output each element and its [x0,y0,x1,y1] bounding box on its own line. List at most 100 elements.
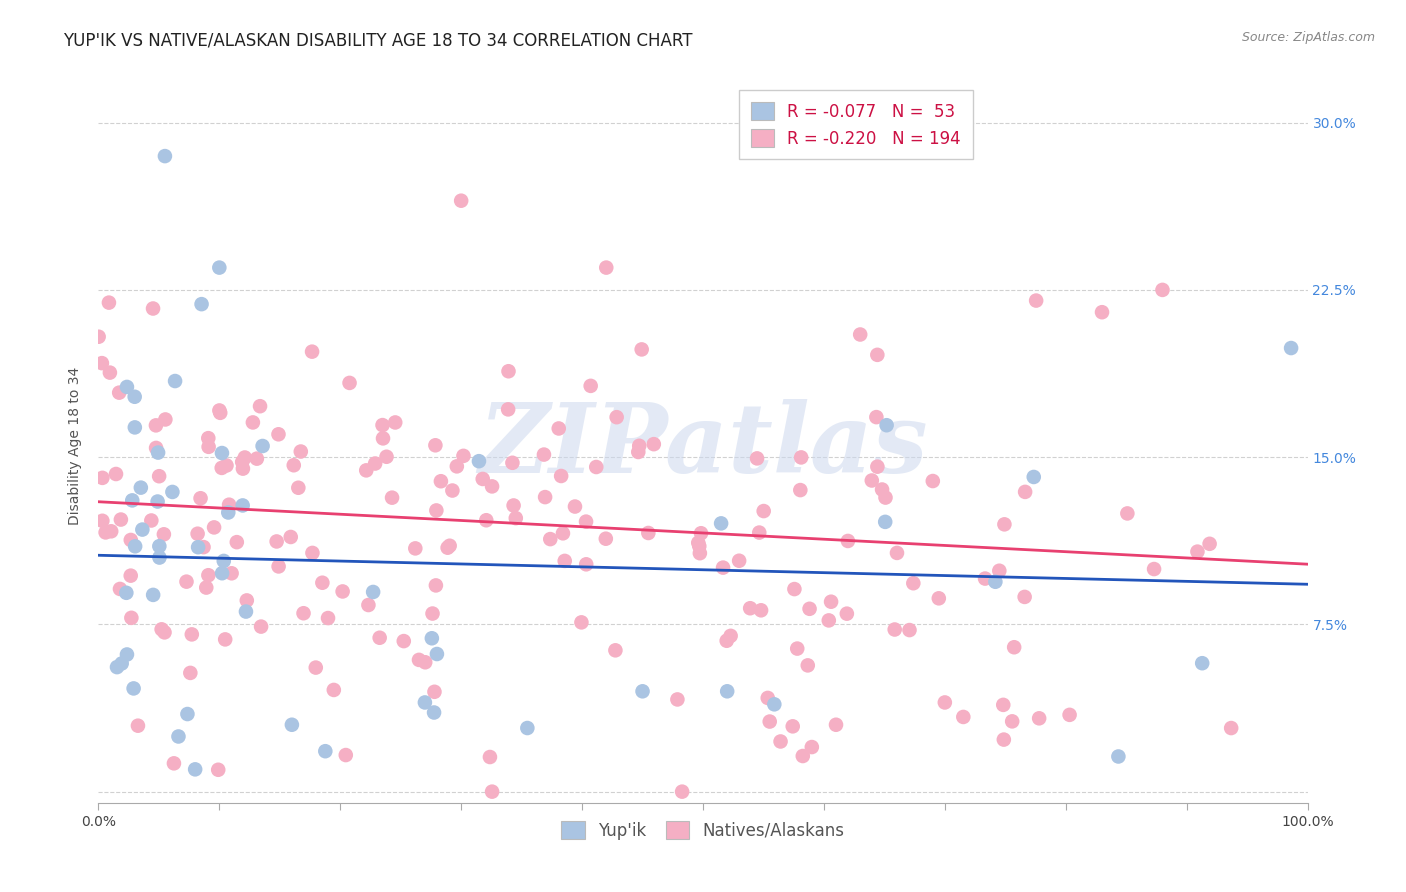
Point [441,483,464,498]
Point [769,734,792,748]
Point [122,681,145,696]
Point [1002,640,1025,655]
Point [197,440,219,454]
Point [108,385,131,400]
Point [671,785,693,799]
Point [799,602,821,616]
Point [425,503,447,517]
Point [162,485,184,500]
Point [1014,590,1036,604]
Point [533,448,555,462]
Point [361,585,384,599]
Point [688,535,710,549]
Point [797,658,820,673]
Point [430,474,453,488]
Point [865,410,887,425]
Point [595,532,617,546]
Point [478,750,501,764]
Point [193,540,215,554]
Point [197,568,219,582]
Point [235,605,257,619]
Point [471,472,494,486]
Point [516,721,538,735]
Point [1220,721,1243,735]
Point [129,481,152,495]
Point [392,634,415,648]
Point [91,514,114,528]
Point [108,582,131,596]
Point [283,458,305,473]
Point [875,491,897,505]
Point [475,513,498,527]
Point [267,427,290,442]
Point [628,439,651,453]
Point [176,574,198,589]
Point [984,574,1007,589]
Point [163,756,186,771]
Point [145,441,167,455]
Point [502,499,524,513]
Point [145,418,167,433]
Point [413,655,436,669]
Point [423,706,446,720]
Point [217,506,239,520]
Point [301,546,323,560]
Point [1279,341,1302,355]
Point [301,344,323,359]
Point [689,546,711,560]
Point [875,515,897,529]
Point [127,719,149,733]
Point [538,532,561,546]
Point [934,696,956,710]
Point [837,533,859,548]
Point [792,749,814,764]
Point [425,438,447,452]
Point [167,730,190,744]
Point [782,719,804,733]
Point [187,526,209,541]
Point [928,591,950,606]
Point [124,420,146,434]
Point [232,461,254,475]
Point [426,647,449,661]
Point [627,445,650,459]
Point [208,260,231,275]
Point [249,399,271,413]
Point [98,366,121,380]
Point [212,554,235,568]
Point [783,582,806,596]
Point [97,295,120,310]
Point [423,685,446,699]
Point [666,692,689,706]
Point [1143,562,1166,576]
Point [357,598,380,612]
Point [988,564,1011,578]
Point [413,696,436,710]
Point [870,483,893,497]
Point [422,607,444,621]
Point [242,416,264,430]
Point [496,402,519,417]
Point [740,601,762,615]
Point [420,632,443,646]
Point [368,631,391,645]
Point [332,584,354,599]
Point [100,524,122,539]
Point [752,504,775,518]
Point [898,623,921,637]
Point [637,526,659,541]
Point [190,297,212,311]
Point [835,607,858,621]
Point [1022,470,1045,484]
Point [150,623,173,637]
Point [866,459,889,474]
Point [606,410,628,425]
Point [208,403,231,417]
Point [153,527,176,541]
Point [232,499,254,513]
Point [605,643,627,657]
Point [364,457,387,471]
Point [643,437,665,451]
Point [786,641,808,656]
Point [141,514,163,528]
